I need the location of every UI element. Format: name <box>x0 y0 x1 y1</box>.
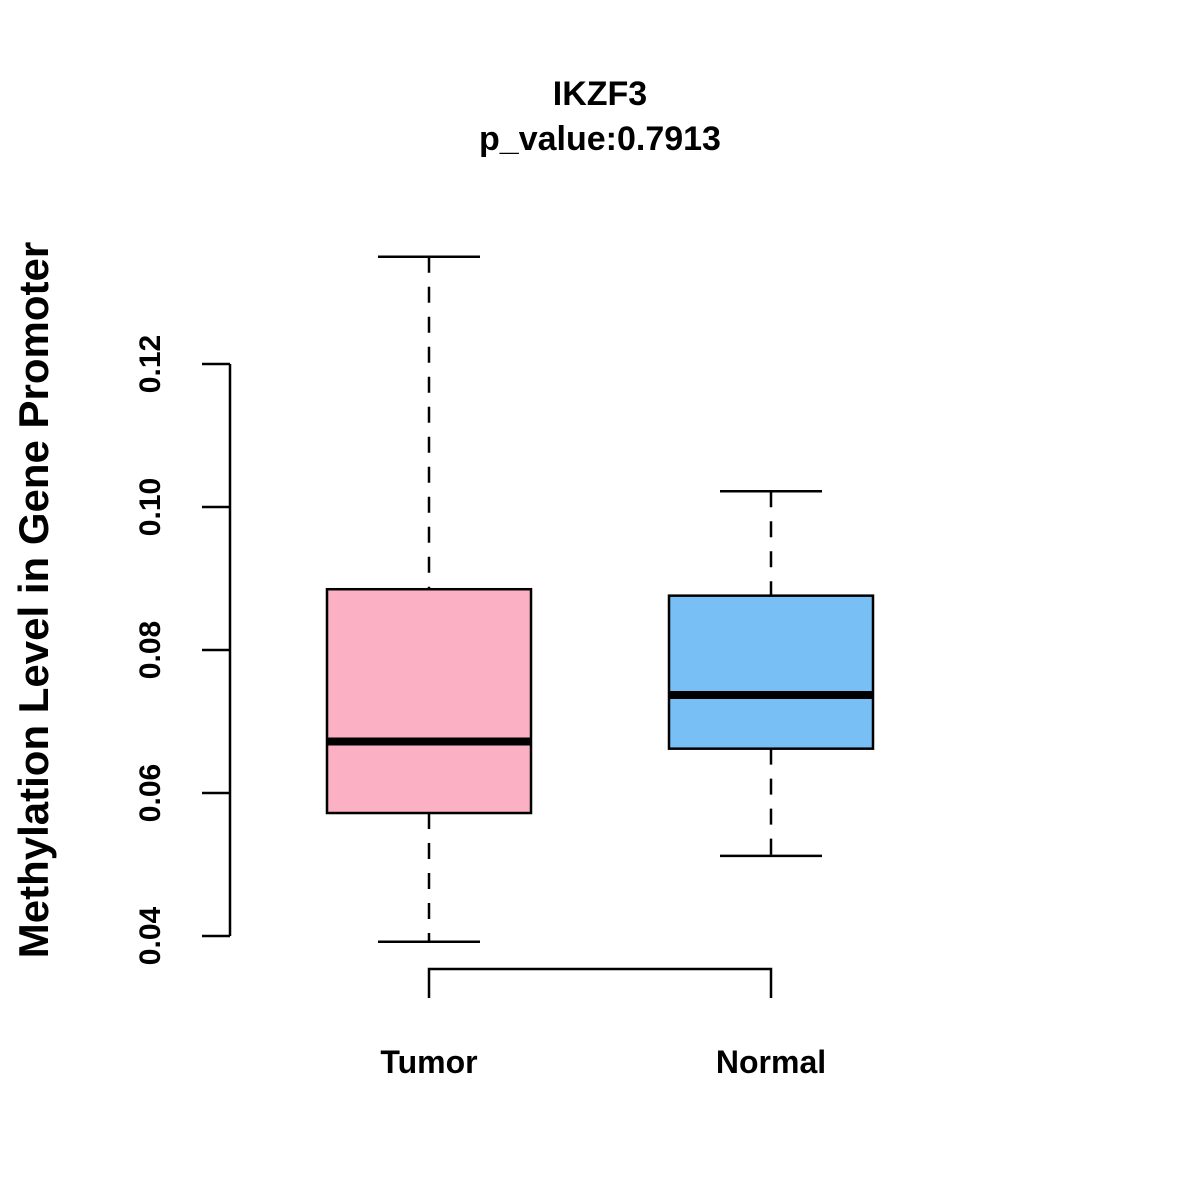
y-tick-label: 0.06 <box>134 764 167 822</box>
chart-title: IKZF3 <box>553 75 647 113</box>
comparison-bracket <box>427 967 773 998</box>
iqr-box <box>325 587 533 815</box>
y-tick-label: 0.12 <box>134 335 167 393</box>
y-axis: 0.04 0.06 0.08 0.10 0.12 <box>134 335 232 965</box>
x-label-tumor: Tumor <box>380 1044 477 1080</box>
box-normal <box>667 490 875 858</box>
y-tick-label: 0.10 <box>134 478 167 536</box>
y-axis-label: Methylation Level in Gene Promoter <box>10 242 57 958</box>
x-label-normal: Normal <box>716 1044 826 1080</box>
x-axis-labels: Tumor Normal <box>380 1044 826 1080</box>
box-tumor <box>325 255 533 943</box>
chart-subtitle: p_value:0.7913 <box>479 120 721 158</box>
iqr-box <box>667 594 875 750</box>
bracket-line <box>427 967 773 998</box>
boxes <box>325 255 875 943</box>
y-tick-label: 0.08 <box>134 621 167 679</box>
y-tick-label: 0.04 <box>134 906 167 965</box>
